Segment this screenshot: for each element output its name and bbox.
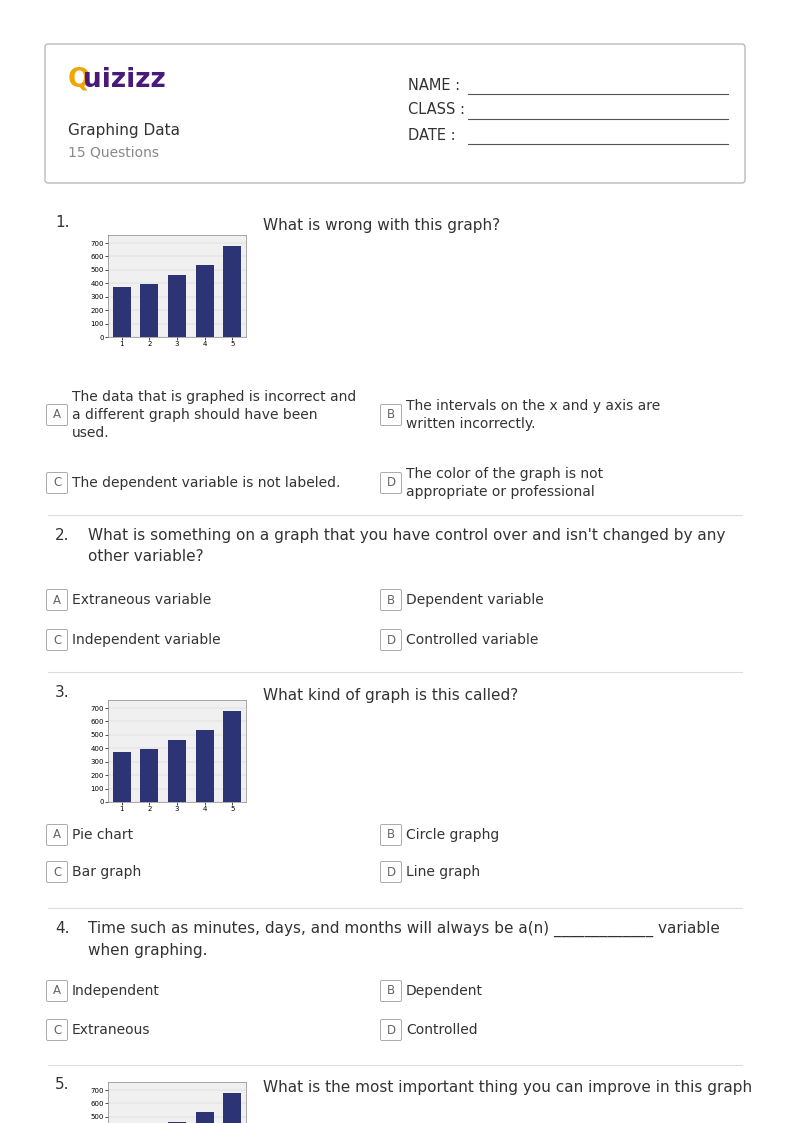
Bar [195, 730, 214, 802]
Bar [113, 287, 131, 337]
Text: D: D [387, 866, 395, 878]
FancyBboxPatch shape [47, 590, 67, 611]
Text: What is something on a graph that you have control over and isn't changed by any: What is something on a graph that you ha… [88, 528, 726, 564]
FancyBboxPatch shape [380, 980, 402, 1002]
Text: Time such as minutes, days, and months will always be a(n) _____________ variabl: Time such as minutes, days, and months w… [88, 921, 720, 958]
Text: What kind of graph is this called?: What kind of graph is this called? [263, 688, 518, 703]
Text: 1.: 1. [55, 214, 70, 230]
Text: 15 Questions: 15 Questions [68, 145, 159, 159]
FancyBboxPatch shape [380, 473, 402, 493]
Text: What is the most important thing you can improve in this graph: What is the most important thing you can… [263, 1080, 752, 1095]
Text: C: C [53, 1023, 61, 1037]
Text: B: B [387, 829, 395, 841]
Text: D: D [387, 476, 395, 490]
Text: Independent variable: Independent variable [72, 633, 221, 647]
Text: Dependent: Dependent [406, 984, 483, 998]
Text: Controlled: Controlled [406, 1023, 478, 1037]
Text: The color of the graph is not
appropriate or professional: The color of the graph is not appropriat… [406, 467, 603, 500]
Text: Independent: Independent [72, 984, 160, 998]
Bar [168, 275, 186, 337]
Text: A: A [53, 985, 61, 997]
Bar [168, 740, 186, 802]
Text: B: B [387, 985, 395, 997]
Text: Line graph: Line graph [406, 865, 480, 879]
Bar [141, 284, 158, 337]
Text: 4.: 4. [55, 921, 70, 935]
FancyBboxPatch shape [380, 404, 402, 426]
FancyBboxPatch shape [380, 590, 402, 611]
Bar [195, 1112, 214, 1123]
Bar [223, 246, 241, 337]
Bar [195, 265, 214, 337]
FancyBboxPatch shape [47, 824, 67, 846]
FancyBboxPatch shape [45, 44, 745, 183]
Text: The data that is graphed is incorrect and
a different graph should have been
use: The data that is graphed is incorrect an… [72, 390, 357, 440]
Text: A: A [53, 829, 61, 841]
Text: B: B [387, 593, 395, 606]
Text: 3.: 3. [55, 685, 70, 700]
Text: Q: Q [68, 67, 91, 93]
Text: Bar graph: Bar graph [72, 865, 141, 879]
Text: 5.: 5. [55, 1077, 70, 1092]
Bar [141, 749, 158, 802]
FancyBboxPatch shape [47, 404, 67, 426]
Bar [223, 711, 241, 802]
Text: A: A [53, 409, 61, 421]
FancyBboxPatch shape [47, 1020, 67, 1041]
Text: D: D [387, 1023, 395, 1037]
Text: CLASS :: CLASS : [408, 102, 465, 118]
Text: uizizz: uizizz [83, 67, 166, 93]
FancyBboxPatch shape [47, 980, 67, 1002]
FancyBboxPatch shape [380, 1020, 402, 1041]
Text: Circle graphg: Circle graphg [406, 828, 499, 842]
Text: What is wrong with this graph?: What is wrong with this graph? [263, 218, 500, 232]
Bar [223, 1093, 241, 1123]
Text: The dependent variable is not labeled.: The dependent variable is not labeled. [72, 476, 341, 490]
Text: DATE :: DATE : [408, 128, 456, 143]
Text: C: C [53, 476, 61, 490]
Text: Dependent variable: Dependent variable [406, 593, 544, 608]
FancyBboxPatch shape [380, 824, 402, 846]
Text: C: C [53, 633, 61, 647]
Text: B: B [387, 409, 395, 421]
Text: Controlled variable: Controlled variable [406, 633, 538, 647]
Text: 2.: 2. [55, 528, 70, 544]
FancyBboxPatch shape [47, 473, 67, 493]
FancyBboxPatch shape [380, 630, 402, 650]
Text: Pie chart: Pie chart [72, 828, 133, 842]
Text: Extraneous: Extraneous [72, 1023, 151, 1037]
FancyBboxPatch shape [47, 630, 67, 650]
FancyBboxPatch shape [380, 861, 402, 883]
Text: Extraneous variable: Extraneous variable [72, 593, 211, 608]
Text: D: D [387, 633, 395, 647]
Text: NAME :: NAME : [408, 77, 461, 92]
Bar [113, 752, 131, 802]
FancyBboxPatch shape [47, 861, 67, 883]
Text: A: A [53, 593, 61, 606]
Text: C: C [53, 866, 61, 878]
Text: Graphing Data: Graphing Data [68, 122, 180, 137]
Text: The intervals on the x and y axis are
written incorrectly.: The intervals on the x and y axis are wr… [406, 399, 661, 431]
